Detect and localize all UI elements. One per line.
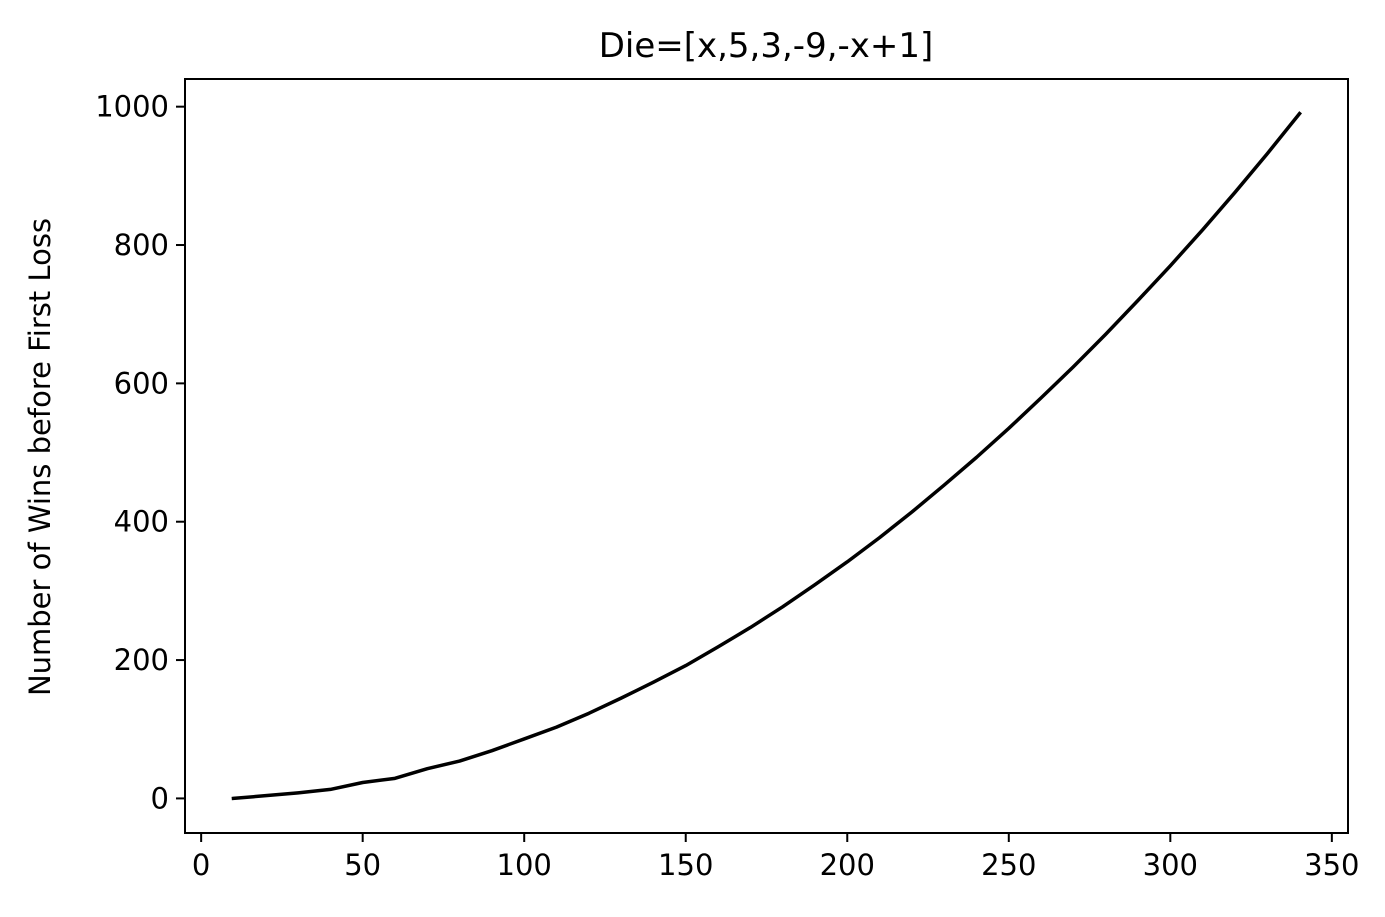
series-line <box>231 111 1303 801</box>
plot-frame <box>184 78 1349 834</box>
x-tick-label: 300 <box>1143 848 1198 882</box>
y-axis: 0 200 400 600 800 1000 <box>95 90 185 815</box>
chart-title: Die=[x,5,3,-9,-x+1] <box>599 26 934 66</box>
x-tick-label: 0 <box>192 848 210 882</box>
x-tick-label: 200 <box>820 848 875 882</box>
y-axis-label: Number of Wins before First Loss <box>23 218 57 696</box>
x-tick-label: 100 <box>497 848 552 882</box>
x-axis: 0 50 100 150 200 250 300 350 <box>192 833 1360 882</box>
y-tick-label: 0 <box>151 781 169 815</box>
x-tick-label: 150 <box>658 848 713 882</box>
x-tick-label: 50 <box>344 848 381 882</box>
x-tick-label: 350 <box>1304 848 1359 882</box>
y-tick-label: 800 <box>114 228 169 262</box>
y-tick-label: 1000 <box>95 90 169 124</box>
y-tick-label: 600 <box>114 366 169 400</box>
y-tick-label: 200 <box>114 643 169 677</box>
series-layer <box>231 111 1303 801</box>
y-tick-label: 400 <box>114 505 169 539</box>
x-tick-label: 250 <box>981 848 1036 882</box>
